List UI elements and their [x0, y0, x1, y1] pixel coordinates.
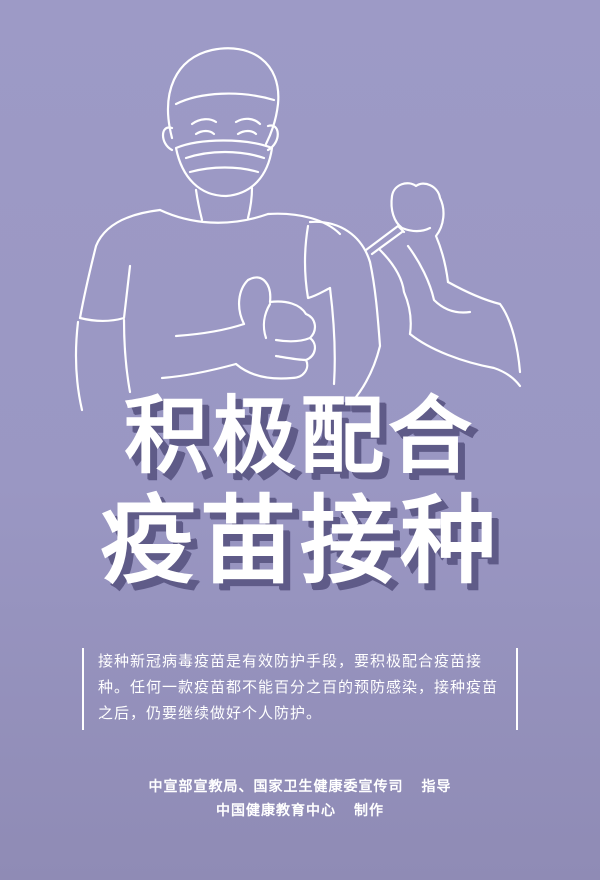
head-outline: [167, 47, 280, 146]
nurse-glove: [390, 182, 450, 284]
sleeve-left: [78, 264, 132, 323]
headline-line-1: 积极配合: [123, 387, 476, 485]
guidance-org: 中宣部宣教局、国家卫生健康委宣传司: [148, 779, 404, 795]
mask-fold-2: [188, 166, 260, 174]
nurse-arm: [446, 280, 522, 374]
nurse-hand-lower: [378, 248, 412, 336]
fist-fingers: [262, 302, 312, 362]
shoulder-right: [308, 220, 382, 404]
nurse-body: [408, 332, 522, 388]
headline-line-2: 疫苗接种: [100, 485, 500, 597]
face-mask: [174, 139, 274, 198]
producer-label: 制作: [354, 803, 384, 819]
left-eye: [194, 129, 216, 136]
right-brow: [234, 117, 262, 126]
syringe: [364, 224, 406, 256]
left-ear: [161, 126, 174, 152]
body-right-side: [328, 286, 336, 386]
forearm-right: [160, 322, 246, 380]
left-brow: [190, 118, 218, 126]
guidance-label: 指导: [421, 779, 452, 795]
neck: [194, 186, 254, 222]
arm-left: [74, 320, 84, 412]
arm-left-inner: [122, 318, 132, 394]
body-paragraph: 接种新冠病毒疫苗是有效防护手段，要积极配合疫苗接种。任何一款疫苗都不能百分之百的…: [82, 648, 518, 730]
thumb-up-fist: [234, 276, 316, 380]
torso-right: [266, 212, 342, 236]
mask-fold-1: [184, 150, 266, 160]
nurse-sleeve: [406, 244, 472, 314]
nurse-fingers: [390, 194, 432, 233]
right-eye: [236, 129, 258, 136]
sleeve-rolled: [303, 224, 332, 300]
hair-line: [174, 92, 276, 106]
guidance-credit: 中宣部宣教局、国家卫生健康委宣传司 指导: [0, 776, 600, 796]
producer-credit: 中国健康教育中心 制作: [0, 800, 600, 820]
producer-org: 中国健康教育中心: [216, 803, 336, 819]
vaccination-line-illustration: [74, 47, 522, 412]
shirt-collar: [158, 208, 270, 224]
torso-left: [78, 208, 162, 320]
